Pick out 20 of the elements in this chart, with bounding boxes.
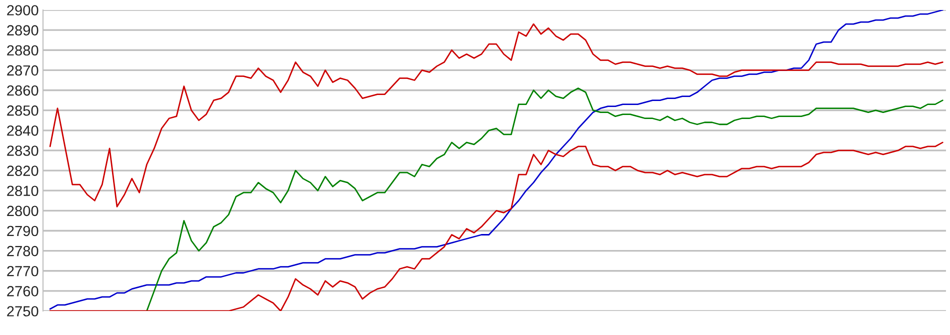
y-tick-label: 2870 <box>7 65 38 76</box>
y-tick-label: 2850 <box>7 105 38 116</box>
y-tick-label: 2800 <box>7 206 38 216</box>
line-series <box>49 10 944 310</box>
y-tick-label: 2810 <box>7 186 38 196</box>
y-tick-label: 2830 <box>7 146 38 156</box>
y-tick-label: 2840 <box>7 126 38 136</box>
y-tick-label: 2820 <box>7 166 38 176</box>
line-series <box>49 23 944 208</box>
y-tick-label: 2770 <box>7 266 38 276</box>
y-tick-label: 2780 <box>7 246 38 256</box>
y-tick-label: 2750 <box>7 306 38 316</box>
line-series <box>49 142 944 311</box>
y-tick-label: 2900 <box>7 5 38 16</box>
y-tick-label: 2760 <box>7 286 38 296</box>
y-tick-label: 2790 <box>7 226 38 236</box>
y-tick-label: 2860 <box>7 85 38 96</box>
y-tick-label: 2880 <box>7 45 38 56</box>
line-series <box>146 88 944 311</box>
y-tick-label: 2890 <box>7 25 38 36</box>
